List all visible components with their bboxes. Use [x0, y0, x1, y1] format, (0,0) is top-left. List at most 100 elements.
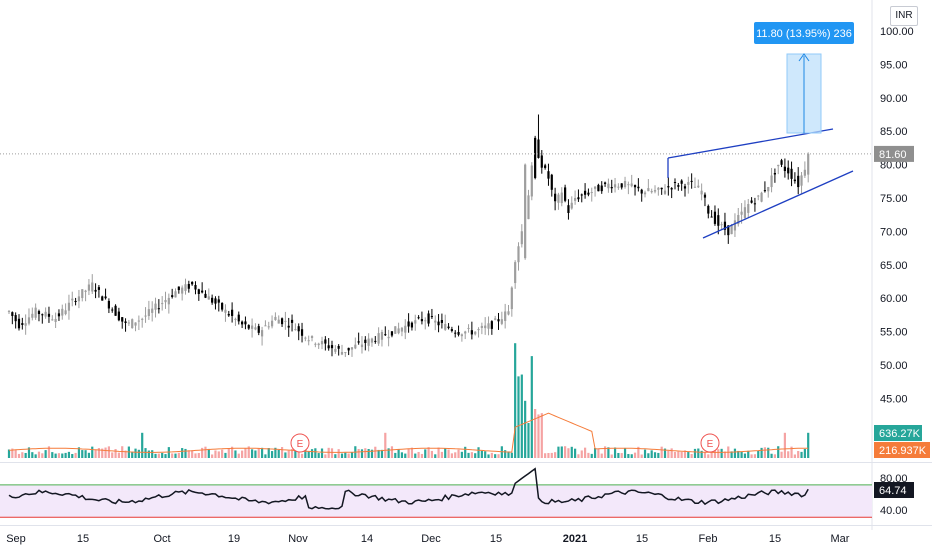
volume-bar [197, 452, 200, 458]
candle-body [767, 187, 770, 192]
volume-bar [387, 448, 390, 458]
currency-button[interactable]: INR [890, 6, 918, 26]
volume-bar [477, 447, 480, 458]
candle-body [673, 181, 677, 183]
volume-bar [540, 413, 543, 458]
volume-bar [274, 447, 277, 458]
candle-body [587, 192, 590, 195]
candle-body [790, 168, 793, 179]
volume-bar [267, 448, 270, 458]
wedge-lower-trendline[interactable] [702, 170, 854, 239]
rsi-band [0, 484, 872, 518]
candle-body [204, 293, 207, 298]
drawings[interactable]: 11.80 (13.95%) 236 [0, 22, 872, 239]
volume-bar [141, 432, 144, 458]
candle-body [797, 175, 800, 188]
candle-body [407, 321, 410, 327]
volume-bar [790, 446, 793, 458]
candle-body [474, 331, 477, 335]
candle-body [404, 325, 407, 333]
volume-bar [247, 446, 250, 458]
volume-bar [317, 453, 320, 458]
volume-bar [474, 453, 477, 458]
candle-body [457, 331, 460, 335]
volume-bar [737, 450, 740, 458]
earnings-marker[interactable]: E [290, 433, 310, 453]
candle-body [487, 323, 490, 329]
earnings-label: E [707, 439, 714, 450]
volume-bar [470, 452, 473, 458]
earnings-circle [290, 433, 310, 453]
candle-body [350, 347, 354, 350]
time-tick-label: 2021 [563, 533, 587, 545]
candle-body [560, 192, 563, 204]
candle-body [534, 137, 537, 178]
measure-tag-bg [754, 22, 854, 44]
candle-body [510, 287, 513, 310]
volume-bar [670, 448, 673, 458]
volume-ma-line [8, 412, 809, 453]
candle-body [231, 309, 234, 316]
volume-bar [444, 448, 447, 458]
candle-body [284, 320, 287, 322]
volume-bar [424, 449, 427, 458]
candle-body [390, 331, 394, 336]
price-tick-label: 55.00 [880, 327, 908, 339]
volume-bar [777, 446, 780, 458]
candle-body [557, 194, 560, 203]
volume-bar [24, 452, 27, 458]
candle-body [747, 204, 750, 213]
volume-bar [177, 452, 180, 458]
candle-body [400, 327, 404, 332]
candle-body [367, 338, 370, 346]
volume-bar [564, 446, 567, 458]
volume-bar [763, 447, 767, 458]
candle-body [683, 186, 687, 189]
volume-bar [221, 449, 224, 458]
volume-bar [717, 449, 720, 458]
wedge-upper-trendline[interactable] [667, 128, 834, 159]
volume-bar [77, 447, 81, 458]
rsi-pane[interactable] [0, 467, 872, 518]
volume-bar [530, 356, 533, 458]
candle-body [544, 165, 547, 168]
candle-body [527, 195, 530, 220]
volume-bar [747, 450, 750, 458]
candle-body [640, 189, 643, 194]
volume-bar [770, 453, 773, 458]
candle-body [803, 169, 806, 176]
candle-body [800, 175, 803, 186]
candle-body [64, 310, 67, 315]
volume-bar [270, 451, 274, 458]
volume-bar [377, 449, 380, 458]
candle-body [227, 313, 230, 316]
volume-bar [287, 450, 290, 458]
volume-bar [47, 446, 51, 458]
candle-body [467, 327, 470, 329]
volume-bar [171, 453, 174, 458]
volume-bar [637, 446, 640, 458]
candle-body [693, 186, 697, 188]
volume-bar [593, 448, 597, 458]
volume-bar [157, 453, 160, 458]
candlestick-series[interactable] [7, 114, 810, 357]
candle-body [550, 174, 553, 190]
volume-bar [121, 446, 124, 458]
last-price-label: 81.60 [879, 149, 907, 161]
rsi-value-bg [874, 482, 914, 498]
volume-bar [757, 450, 760, 458]
candle-body [753, 203, 757, 205]
candle-body [763, 190, 767, 192]
candle-body [47, 313, 51, 317]
price-tick-label: 100.00 [880, 26, 914, 38]
candle-body [267, 326, 270, 328]
earnings-marker[interactable]: E [700, 433, 720, 453]
candle-body [307, 340, 310, 342]
candle-body [530, 165, 533, 197]
volume-bar [713, 448, 717, 458]
volume-bar [7, 449, 11, 458]
measure-tag[interactable]: 11.80 (13.95%) 236 [754, 22, 854, 44]
volume-bar [264, 454, 267, 458]
